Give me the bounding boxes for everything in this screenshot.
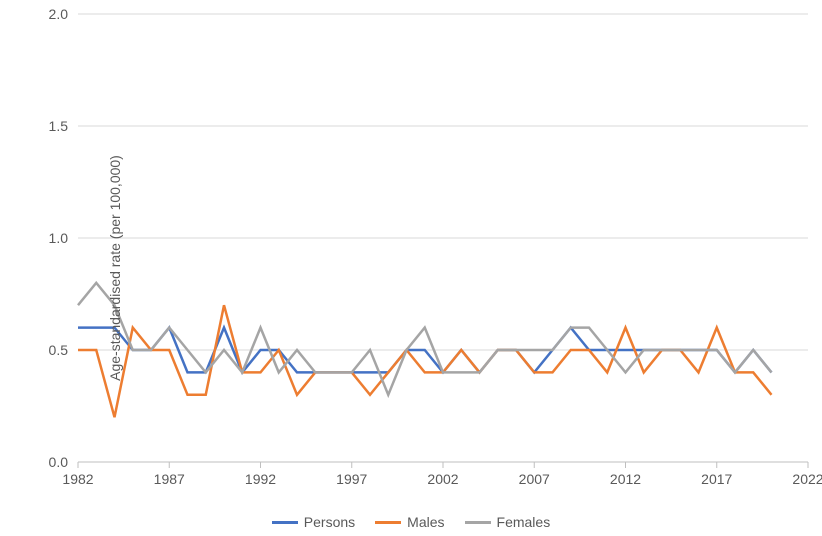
series-females <box>78 283 772 395</box>
y-axis-label: Age-standardised rate (per 100,000) <box>107 155 123 381</box>
y-tick-label: 1.0 <box>49 230 69 246</box>
legend-swatch-icon <box>375 521 401 524</box>
y-tick-label: 2.0 <box>49 6 69 22</box>
y-tick-label: 1.5 <box>49 118 69 134</box>
legend-swatch-icon <box>465 521 491 524</box>
x-tick-label: 1997 <box>336 471 367 487</box>
chart-svg: 0.0 0.5 1.0 1.5 2.0 1982 1987 1992 1997 2002 2007 2… <box>0 0 822 536</box>
x-tick-label: 2007 <box>519 471 550 487</box>
x-tick-label: 2022 <box>792 471 822 487</box>
legend-item-males: Males <box>375 514 444 530</box>
x-tick-label: 1987 <box>154 471 185 487</box>
legend-item-females: Females <box>465 514 551 530</box>
x-tick-label: 1992 <box>245 471 276 487</box>
x-tick-label: 2002 <box>427 471 458 487</box>
legend-item-persons: Persons <box>272 514 355 530</box>
legend-label: Females <box>497 514 551 530</box>
legend-swatch-icon <box>272 521 298 524</box>
y-tick-label: 0.5 <box>49 342 69 358</box>
y-tick-label: 0.0 <box>49 454 69 470</box>
x-tick-label: 2017 <box>701 471 732 487</box>
x-tick-label: 2012 <box>610 471 641 487</box>
legend-label: Males <box>407 514 444 530</box>
legend-label: Persons <box>304 514 355 530</box>
x-tick-label: 1982 <box>62 471 93 487</box>
line-chart: Age-standardised rate (per 100,000) 0.00… <box>0 0 822 536</box>
chart-legend: Persons Males Females <box>0 511 822 531</box>
